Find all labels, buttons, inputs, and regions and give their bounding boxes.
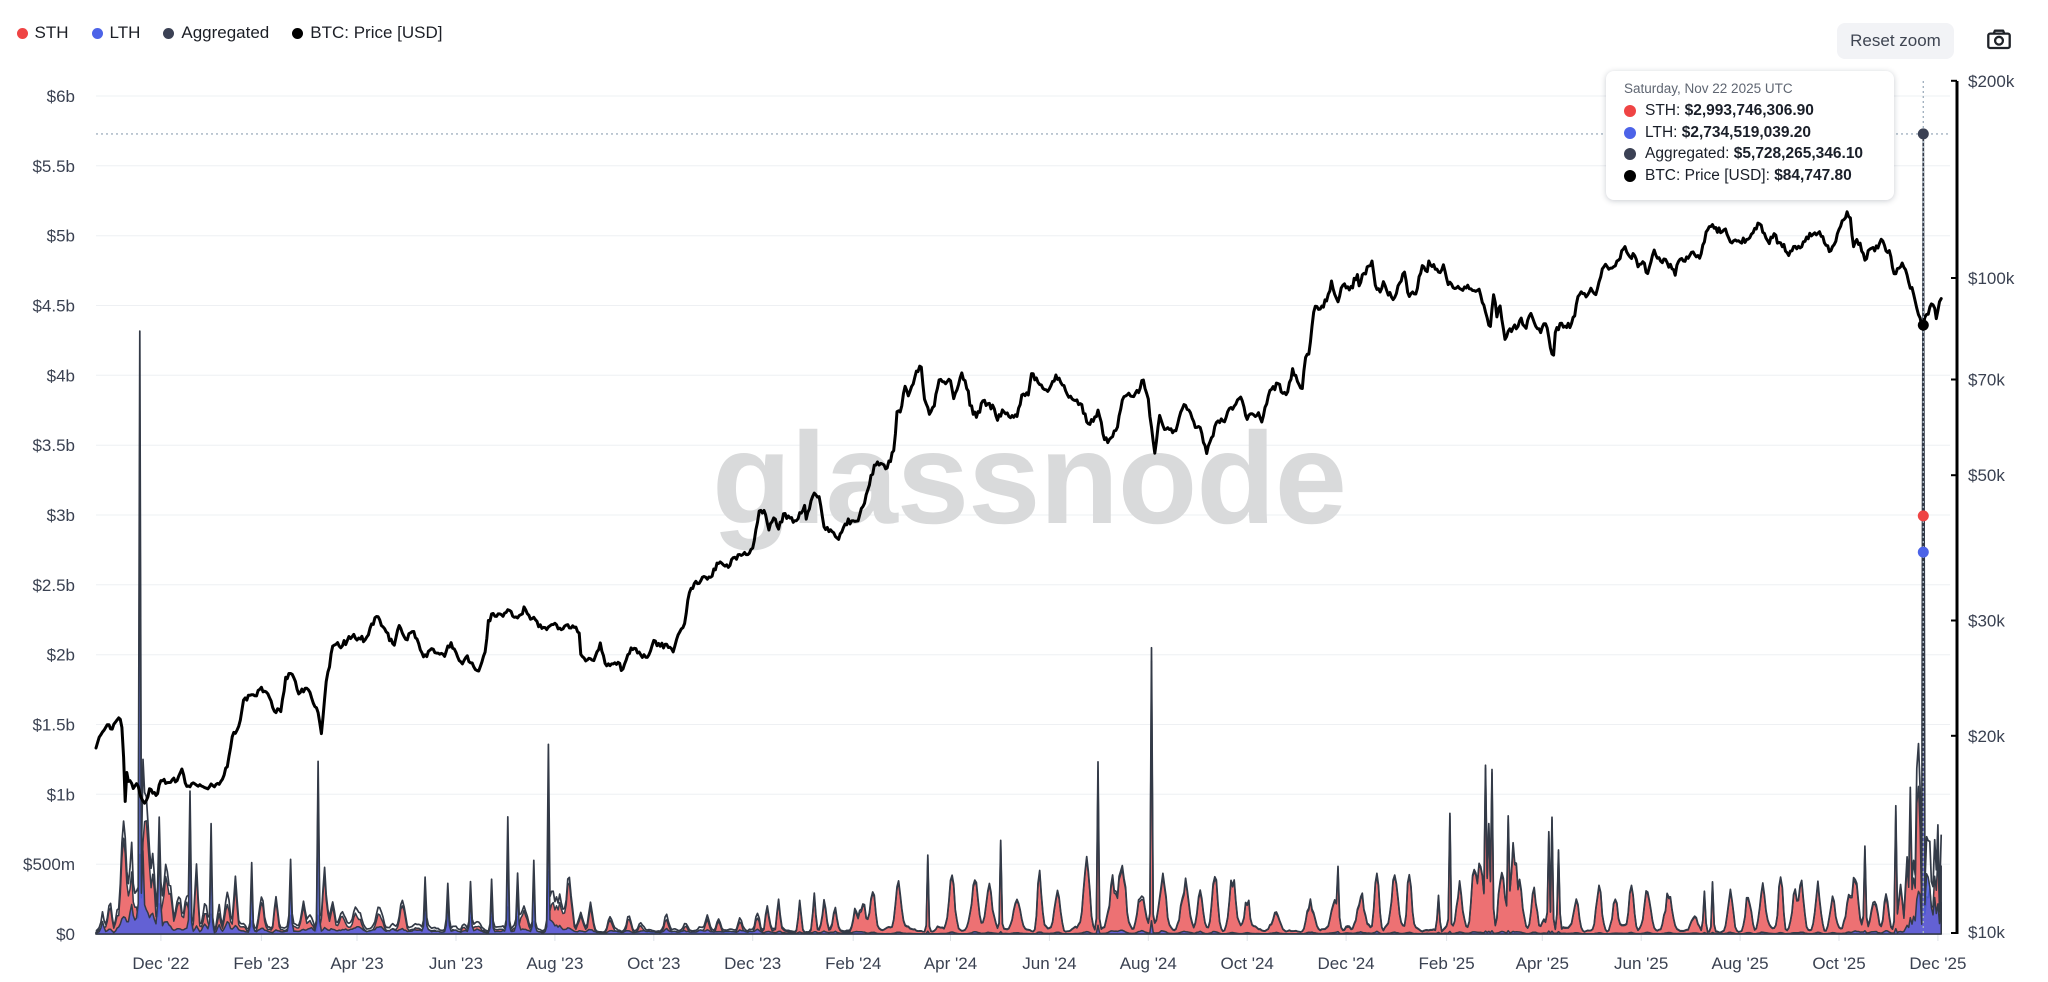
- svg-text:Aug '24: Aug '24: [1120, 954, 1177, 973]
- svg-text:$0: $0: [56, 925, 75, 944]
- svg-text:Dec '25: Dec '25: [1909, 954, 1966, 973]
- svg-text:Dec '23: Dec '23: [724, 954, 781, 973]
- svg-text:$10k: $10k: [1968, 923, 2005, 942]
- svg-text:$20k: $20k: [1968, 727, 2005, 746]
- svg-text:Feb '23: Feb '23: [233, 954, 289, 973]
- svg-text:$5b: $5b: [47, 227, 75, 246]
- svg-text:Feb '25: Feb '25: [1419, 954, 1475, 973]
- svg-text:$500m: $500m: [23, 855, 75, 874]
- svg-text:Jun '23: Jun '23: [429, 954, 483, 973]
- svg-text:$1b: $1b: [47, 785, 75, 804]
- svg-text:Oct '24: Oct '24: [1221, 954, 1274, 973]
- svg-text:$2.5b: $2.5b: [32, 576, 75, 595]
- svg-text:Apr '23: Apr '23: [330, 954, 383, 973]
- svg-text:Jun '24: Jun '24: [1022, 954, 1076, 973]
- svg-text:$3b: $3b: [47, 506, 75, 525]
- svg-text:$3.5b: $3.5b: [32, 436, 75, 455]
- svg-text:$6b: $6b: [47, 87, 75, 106]
- svg-text:Dec '24: Dec '24: [1318, 954, 1375, 973]
- svg-text:Oct '25: Oct '25: [1812, 954, 1865, 973]
- svg-text:$2b: $2b: [47, 646, 75, 665]
- svg-text:Oct '23: Oct '23: [627, 954, 680, 973]
- svg-text:$30k: $30k: [1968, 612, 2005, 631]
- svg-text:$5.5b: $5.5b: [32, 157, 75, 176]
- svg-text:$70k: $70k: [1968, 371, 2005, 390]
- svg-text:$4.5b: $4.5b: [32, 297, 75, 316]
- svg-text:Dec '22: Dec '22: [132, 954, 189, 973]
- svg-text:Apr '24: Apr '24: [924, 954, 977, 973]
- svg-text:$50k: $50k: [1968, 466, 2005, 485]
- svg-text:$4b: $4b: [47, 366, 75, 385]
- svg-text:$1.5b: $1.5b: [32, 716, 75, 735]
- svg-text:glassnode: glassnode: [712, 405, 1346, 551]
- svg-text:Aug '23: Aug '23: [526, 954, 583, 973]
- svg-text:$100k: $100k: [1968, 269, 2015, 288]
- svg-text:Aug '25: Aug '25: [1712, 954, 1769, 973]
- svg-text:$200k: $200k: [1968, 72, 2015, 91]
- svg-text:Feb '24: Feb '24: [825, 954, 881, 973]
- svg-text:Jun '25: Jun '25: [1614, 954, 1668, 973]
- svg-text:Apr '25: Apr '25: [1516, 954, 1569, 973]
